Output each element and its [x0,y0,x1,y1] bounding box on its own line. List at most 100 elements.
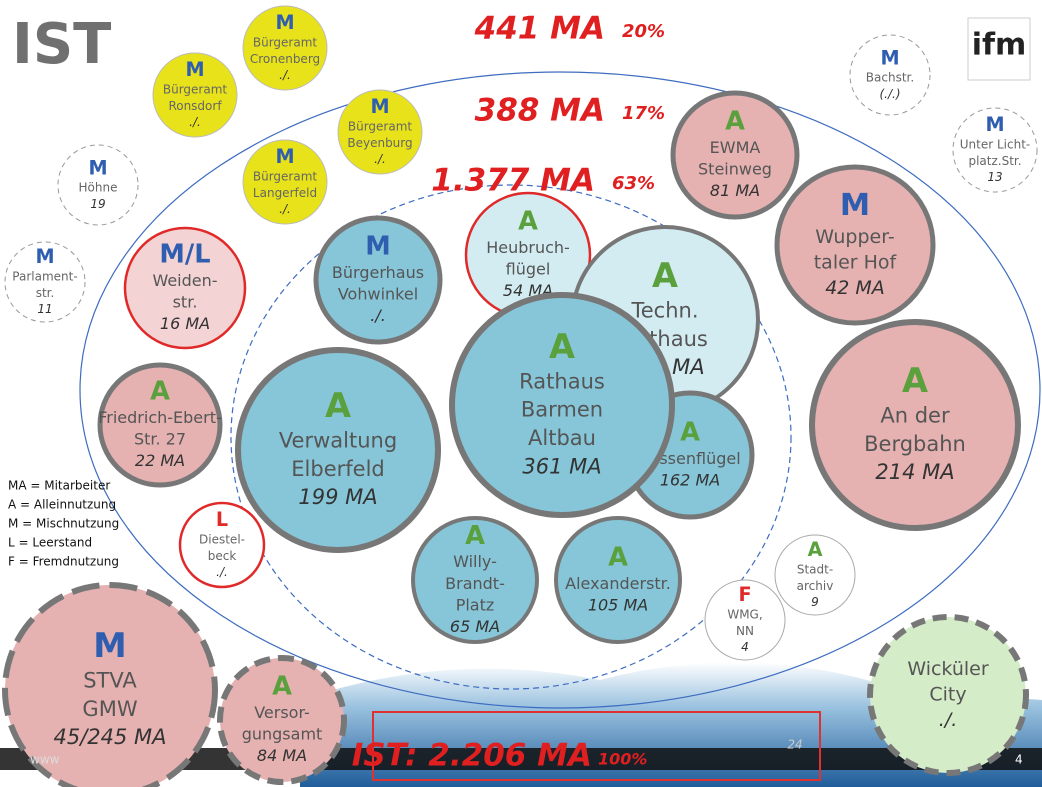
bubble: AWilly- Brandt- Platz 65 MA [413,518,537,642]
usage-code: M [370,95,389,118]
bubble-value: 45/245 MA [53,725,166,749]
bubble-label: Langerfeld [253,186,317,200]
bubble-value: ./. [370,306,386,325]
bubble-value: 22 MA [135,451,185,470]
bubble-value: 11 [37,302,52,316]
usage-code: A [272,672,292,702]
bubble-label: WMG, [727,608,762,622]
bubble: M/LWeiden-str.16 MA [125,228,245,348]
bubble-label: City [929,684,966,706]
bubble-label: Bürgeramt [253,170,318,184]
bubble-label: Stadt- [797,563,833,577]
bubble: MBürgeramtLangerfeld./. [243,140,327,224]
bubble-value: 19 [90,197,105,211]
website: www [30,753,60,767]
usage-code: A [680,417,700,447]
bubble-label: Bergbahn [864,432,966,456]
bubble-label: An der [880,403,950,427]
usage-code: A [808,538,823,561]
bubble-label: Parlament- [12,270,77,284]
bubble-label: Wupper- [815,226,894,248]
bubble-value: 65 MA [450,617,500,636]
bubble-label: Bachstr. [866,71,914,85]
legend-item: F = Fremdnutzung [8,555,119,569]
bubble-label: Unter Licht- [960,138,1030,152]
bubble-value: ./. [279,202,291,216]
bubble-label: Techn. [630,298,698,322]
bubble-value: ./. [279,68,291,82]
bubble: A An der Bergbahn 214 MA [812,322,1018,528]
bubble: F WMG, NN 4 [705,580,785,660]
usage-code: A [902,361,928,400]
bubble-label: Bürgerhaus [332,263,424,282]
usage-code: M [185,58,204,81]
bubble-label: Versor- [254,703,310,722]
bubble-label: Bürgeramt [163,83,228,97]
bubble-label: Friedrich-Ebert- [98,408,222,427]
bubble-label: Willy- [453,552,497,571]
usage-code: A [608,542,628,572]
bubble-label: Diestel- [199,533,245,547]
footer-share: 100% [598,750,647,769]
usage-code: F [738,583,751,606]
bubble-label: Alexanderstr. [565,574,671,593]
bubble-value: 4 [741,640,749,654]
legend-item: L = Leerstand [8,536,92,550]
bubble-value: 84 MA [257,746,307,765]
bubble-label: Ronsdorf [168,99,222,113]
usage-code: A [518,207,538,237]
bubble-label: Steinweg [698,160,772,179]
bubble: MBürgeramtBeyenburg./. [338,90,422,174]
usage-code: A [465,521,485,551]
bubble-label: Str. 27 [134,430,186,449]
usage-code: M [985,113,1004,136]
bubble-label: Platz [456,595,495,614]
usage-code: M [880,46,899,69]
bubble-label: Brandt- [445,574,505,593]
usage-code: A [325,386,351,425]
bubble-label: Cronenberg [250,52,320,66]
bubble-value: 16 MA [160,314,210,333]
bubble-value: 24 [787,738,802,752]
bubble-value: (./.) [879,87,900,101]
usage-code: M [93,626,126,665]
usage-code: M/L [159,240,210,270]
total-value: 441 MA [474,11,605,47]
bubble-value: 214 MA [875,460,954,484]
usage-code: L [216,508,228,531]
bubble-value: ./. [216,565,228,579]
bubble-label: str. [36,286,55,300]
bubble-label: taler Hof [814,251,898,273]
total-share: 63% [612,173,655,194]
bubble-label: NN [736,624,754,638]
bubble-label: Rathaus [519,369,605,393]
bubble-label: archiv [797,579,834,593]
usage-code: A [150,377,170,407]
legend-item: M = Mischnutzung [8,517,119,531]
usage-code: M [275,11,294,34]
bubble-value: 162 MA [660,470,720,489]
bubble-value: 13 [987,170,1002,184]
logo: ifm [972,28,1027,63]
usage-code: M [365,232,390,262]
bubble: MBürgerhausVohwinkel./. [316,218,440,342]
page-number: 4 [1015,753,1023,767]
bubble-value: 42 MA [825,277,885,299]
bubble-label: Beyenburg [347,136,412,150]
bubble-label: Verwaltung [279,428,397,452]
bubble-label: EWMA [710,138,761,157]
total-value: 388 MA [475,93,605,129]
slide: IST ifm MBürgeramtCronenberg./.MBürgeram… [0,0,1042,787]
bubble-value: 105 MA [588,595,648,614]
bubble: A Alexanderstr. 105 MA [556,518,680,642]
usage-code: A [549,327,575,366]
